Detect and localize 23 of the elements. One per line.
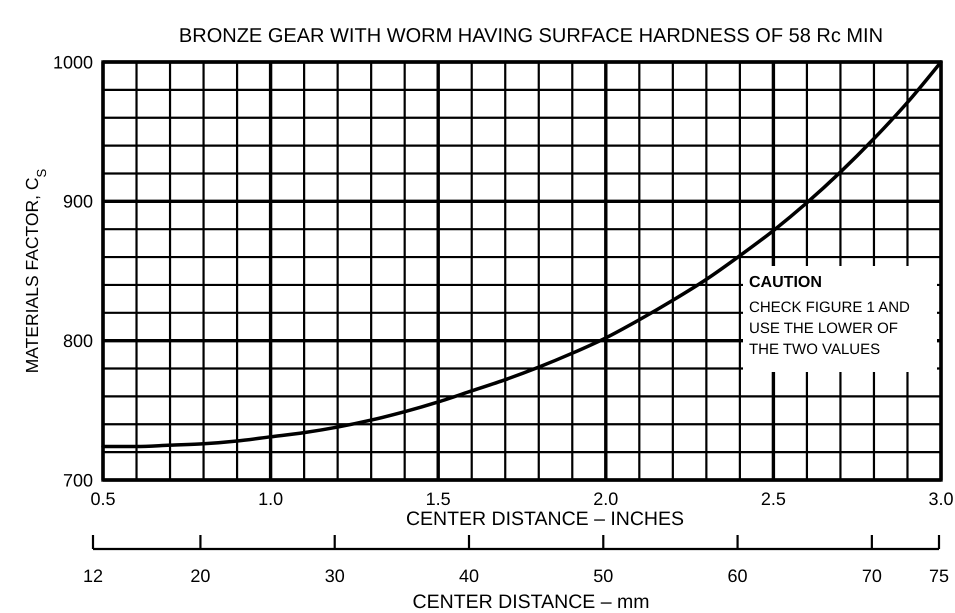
y-tick-label: 800 bbox=[62, 330, 93, 351]
x2-tick-label: 75 bbox=[928, 566, 950, 586]
annotation: CAUTION bbox=[749, 274, 822, 291]
x-tick-label: 1.0 bbox=[258, 489, 284, 509]
x2-tick-label: 40 bbox=[458, 566, 480, 586]
x-tick-label: 2.0 bbox=[593, 489, 618, 509]
x-tick-label: 3.0 bbox=[928, 489, 954, 509]
x2-tick-label: 20 bbox=[190, 566, 210, 586]
y-tick-label: 900 bbox=[62, 192, 93, 212]
x-tick-label: 0.5 bbox=[90, 489, 116, 509]
y-tick-label: 700 bbox=[62, 470, 93, 490]
x2-tick-label: 12 bbox=[82, 566, 104, 586]
x2-tick-label: 60 bbox=[728, 566, 748, 586]
x-axis-title: CENTER DISTANCE – INCHES bbox=[406, 508, 684, 530]
x2-tick-label: 50 bbox=[593, 566, 614, 586]
annotation: CHECK FIGURE 1 AND USE THE LOWER OF THE TWO VALUES bbox=[749, 299, 910, 358]
y-tick-label: 1000 bbox=[52, 52, 93, 72]
chart-title: BRONZE GEAR WITH WORM HAVING SURFACE HARDNESS OF 58 Rc MIN bbox=[178, 25, 884, 47]
x2-tick-label: 70 bbox=[862, 566, 882, 586]
x2-tick-label: 30 bbox=[324, 566, 345, 586]
x2-axis-title: CENTER DISTANCE – mm bbox=[412, 591, 650, 613]
x-tick-label: 1.5 bbox=[426, 489, 451, 509]
x-tick-label: 2.5 bbox=[760, 489, 786, 509]
